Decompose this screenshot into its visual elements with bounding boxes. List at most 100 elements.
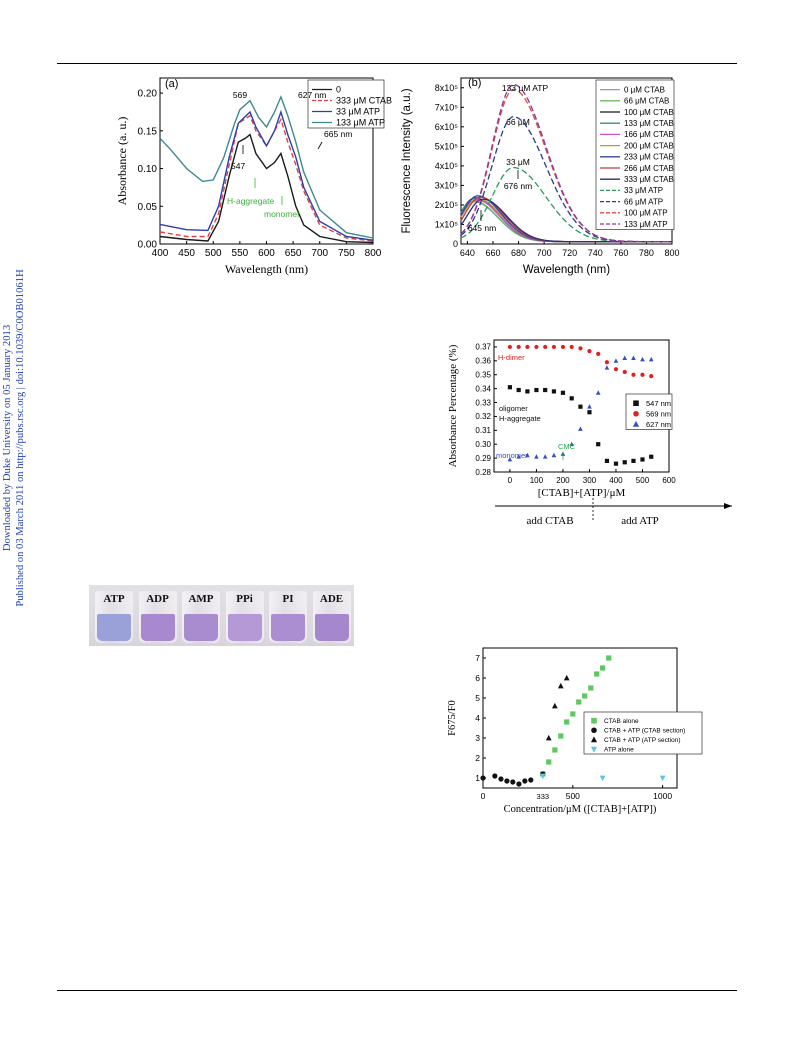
data-point: [510, 779, 516, 785]
annotation: 676 nm: [504, 181, 532, 191]
annotation: H-aggregate: [499, 414, 541, 423]
series-line-1: [159, 114, 374, 242]
legend-label: 266 μM CTAB: [624, 164, 674, 173]
data-point: [633, 400, 639, 407]
data-point: [590, 746, 598, 753]
x-tick-label: 640: [460, 248, 475, 258]
legend-box: [307, 79, 385, 129]
legend-label: 133 μM ATP: [624, 220, 668, 229]
annotation: monomer: [264, 209, 300, 219]
vial-amp: AMP: [182, 591, 220, 643]
data-point: [578, 426, 583, 431]
y-tick-label: 0.29: [475, 454, 491, 463]
legend-label: 233 μM CTAB: [624, 153, 674, 162]
y-tick-label: 5: [475, 693, 480, 703]
annotation: H-dimer: [498, 353, 525, 362]
data-point: [622, 369, 627, 375]
x-axis-label: Wavelength (nm): [523, 264, 610, 276]
data-point: [587, 349, 592, 354]
x-axis-label: Concentration/μM ([CTAB]+[ATP]): [504, 804, 657, 815]
annotation: H-aggregate: [227, 196, 275, 206]
data-point: [604, 458, 610, 463]
data-point: [534, 387, 539, 393]
vial-liquid: [184, 614, 218, 641]
data-point: [594, 671, 600, 677]
data-point: [525, 344, 530, 350]
data-point: [649, 454, 654, 459]
data-point: [516, 387, 521, 393]
fluorescence-ratio-chart: 0 500 1000 1 2 3 4 5 6 7 Concentration/μM ([CTAB]+…: [447, 647, 703, 815]
legend-label: 569 nm: [646, 409, 671, 418]
legend-label: 33 μM ATP: [336, 107, 380, 117]
data-point: [640, 372, 645, 377]
data-point: [588, 685, 594, 691]
y-tick-label: 0.32: [475, 412, 491, 421]
x-tick-label: 600: [258, 248, 275, 259]
y-tick-label: 0.20: [138, 89, 158, 100]
vial-ade: ADE: [312, 591, 351, 643]
y-tick-label: 4: [475, 713, 480, 723]
data-point: [542, 454, 548, 459]
y-axis-label: F675/F0: [447, 700, 458, 736]
data-point: [516, 344, 521, 350]
y-axis-label: Absorbance (a. u.): [115, 117, 129, 206]
vial-label: ADP: [146, 593, 169, 605]
data-point: [622, 460, 627, 465]
x-tick-label: 400: [609, 476, 623, 485]
x-tick-label: 0: [508, 476, 513, 485]
x-tick-label: 740: [588, 248, 603, 258]
x-tick-label: 750: [338, 248, 355, 259]
vial-liquid: [97, 614, 131, 641]
data-point: [600, 665, 606, 671]
data-point: [587, 404, 592, 409]
data-point: [640, 356, 645, 362]
vial-liquid: [271, 614, 305, 641]
header-rule: [57, 63, 737, 64]
annotation: 33 μM: [506, 157, 530, 167]
data-point: [613, 367, 619, 372]
legend-label: 66 μM ATP: [624, 197, 663, 206]
data-point: [516, 454, 521, 459]
data-point: [507, 456, 513, 462]
data-point: [604, 365, 610, 370]
y-tick-label: 0.33: [475, 398, 491, 407]
data-point: [498, 776, 504, 782]
data-point: [578, 346, 583, 351]
data-point: [534, 344, 539, 350]
y-tick-label: 6: [475, 673, 480, 683]
y-tick-label: 0.00: [138, 240, 158, 251]
legend-label: 0 μM CTAB: [624, 85, 665, 94]
data-point: [591, 727, 597, 734]
y-axis-label: Fluorescence Intensity (a.u.): [401, 88, 413, 233]
y-tick-label: 3: [475, 733, 480, 743]
vial-adp: ADP: [138, 591, 177, 643]
x-tick-label: 500: [205, 248, 222, 259]
y-tick-label: 4x10⁵: [435, 161, 459, 171]
x-tick-label: 500: [566, 791, 580, 801]
x-tick-label: 400: [152, 248, 169, 259]
data-point: [564, 719, 570, 725]
series-line-0: [159, 133, 374, 244]
series-line-2: [159, 109, 374, 241]
series-line-10: [460, 116, 672, 243]
x-tick-label: 600: [662, 476, 676, 485]
data-point: [551, 702, 558, 709]
footer-rule: [57, 990, 737, 991]
y-tick-label: 3x10⁵: [435, 181, 459, 191]
data-point: [640, 457, 645, 462]
x-tick-label: 500: [636, 476, 650, 485]
data-point: [492, 773, 498, 779]
x-tick-label: 450: [178, 248, 195, 259]
y-tick-label: 0.37: [475, 343, 491, 352]
series-line-12: [460, 84, 672, 243]
data-point: [522, 778, 528, 784]
x-axis-label: Wavelength (nm): [225, 262, 308, 276]
data-point: [558, 733, 564, 739]
data-point: [569, 441, 574, 447]
y-tick-label: 0.05: [138, 202, 158, 213]
y-tick-label: 0.28: [475, 468, 491, 477]
annotation: 547: [231, 161, 245, 171]
data-point: [551, 389, 557, 394]
vial-liquid: [140, 614, 175, 641]
legend-label: 133 μM CTAB: [624, 119, 674, 128]
